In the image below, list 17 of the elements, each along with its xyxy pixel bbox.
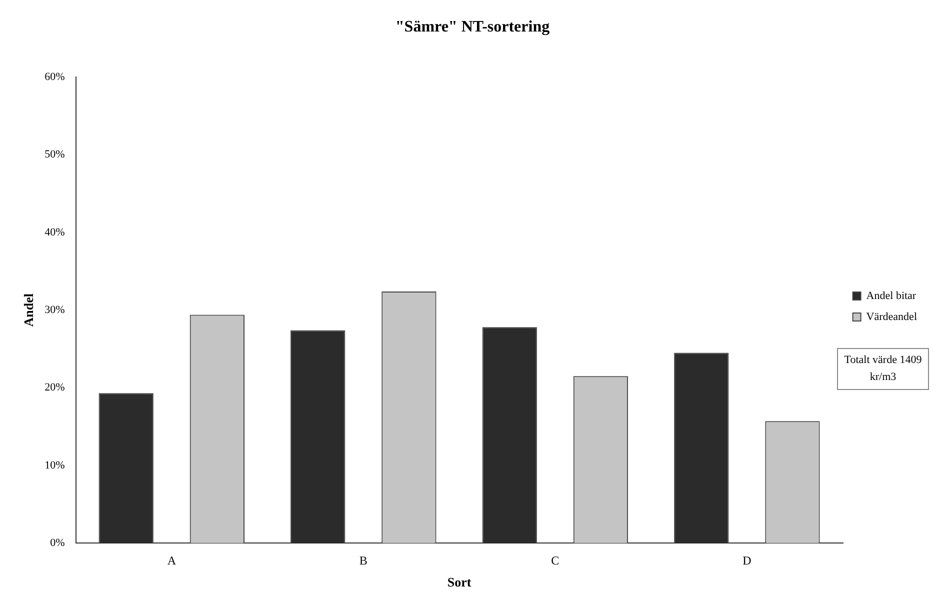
- chart-title: "Sämre" NT-sortering: [395, 18, 550, 36]
- x-tick-label: C: [551, 553, 560, 568]
- x-tick-label: B: [359, 553, 368, 568]
- y-tick-label: 30%: [44, 304, 65, 316]
- legend-label: Värdeandel: [866, 310, 918, 323]
- y-tick-label: 0%: [50, 536, 65, 549]
- y-tick-label: 10%: [44, 459, 65, 472]
- y-tick-label: 20%: [44, 382, 65, 394]
- y-tick-label: 50%: [44, 148, 65, 161]
- y-tick-label: 60%: [44, 71, 65, 84]
- legend-label: Andel bitar: [866, 290, 916, 302]
- y-tick-label: 40%: [44, 226, 65, 238]
- x-tick-label: D: [742, 553, 752, 568]
- y-axis-title: Andel: [21, 293, 36, 327]
- x-tick-label: A: [167, 553, 176, 568]
- x-axis-title: Sort: [447, 574, 472, 590]
- text: Totalt värde 1409 kr/m3: [837, 348, 929, 390]
